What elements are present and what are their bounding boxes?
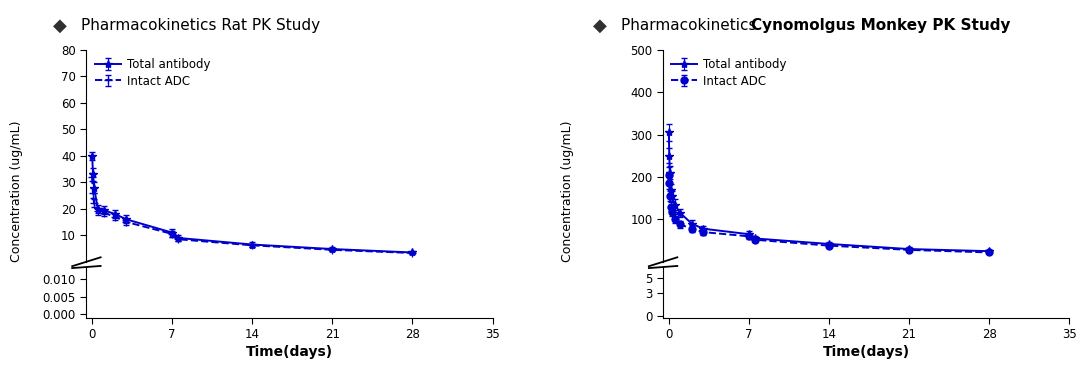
Text: Pharmacokinetics: Pharmacokinetics xyxy=(621,18,761,33)
Text: Concentration (ug/mL): Concentration (ug/mL) xyxy=(561,121,573,262)
Legend: Total antibody, Intact ADC: Total antibody, Intact ADC xyxy=(92,56,213,90)
Text: Concentration (ug/mL): Concentration (ug/mL) xyxy=(10,121,23,262)
Text: Cynomolgus Monkey PK Study: Cynomolgus Monkey PK Study xyxy=(751,18,1010,33)
X-axis label: Time(days): Time(days) xyxy=(823,345,909,360)
Legend: Total antibody, Intact ADC: Total antibody, Intact ADC xyxy=(669,56,789,90)
Text: ◆: ◆ xyxy=(593,17,606,35)
X-axis label: Time(days): Time(days) xyxy=(246,345,333,360)
Text: Pharmacokinetics Rat PK Study: Pharmacokinetics Rat PK Study xyxy=(81,18,320,33)
Text: ◆: ◆ xyxy=(53,17,66,35)
